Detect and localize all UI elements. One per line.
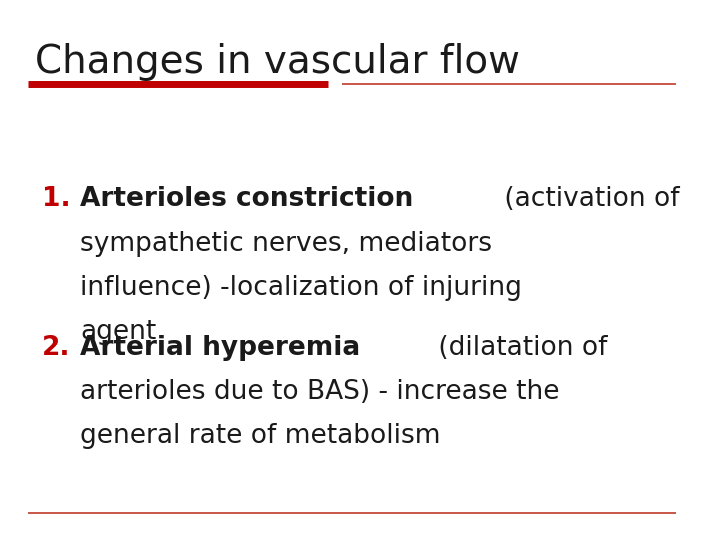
Text: sympathetic nerves, mediators: sympathetic nerves, mediators [80,231,492,256]
Text: arterioles due to BAS) - increase the: arterioles due to BAS) - increase the [80,379,559,405]
Text: agent: agent [80,319,156,345]
Text: Arterioles constriction: Arterioles constriction [80,186,413,212]
Text: Arterial hyperemia: Arterial hyperemia [80,335,361,361]
Text: 2.: 2. [42,335,71,361]
Text: influence) -localization of injuring: influence) -localization of injuring [80,275,522,301]
Text: Changes in vascular flow: Changes in vascular flow [35,43,520,81]
Text: general rate of metabolism: general rate of metabolism [80,423,441,449]
Text: 1.: 1. [42,186,71,212]
Text: (activation of: (activation of [496,186,680,212]
Text: (dilatation of: (dilatation of [430,335,608,361]
